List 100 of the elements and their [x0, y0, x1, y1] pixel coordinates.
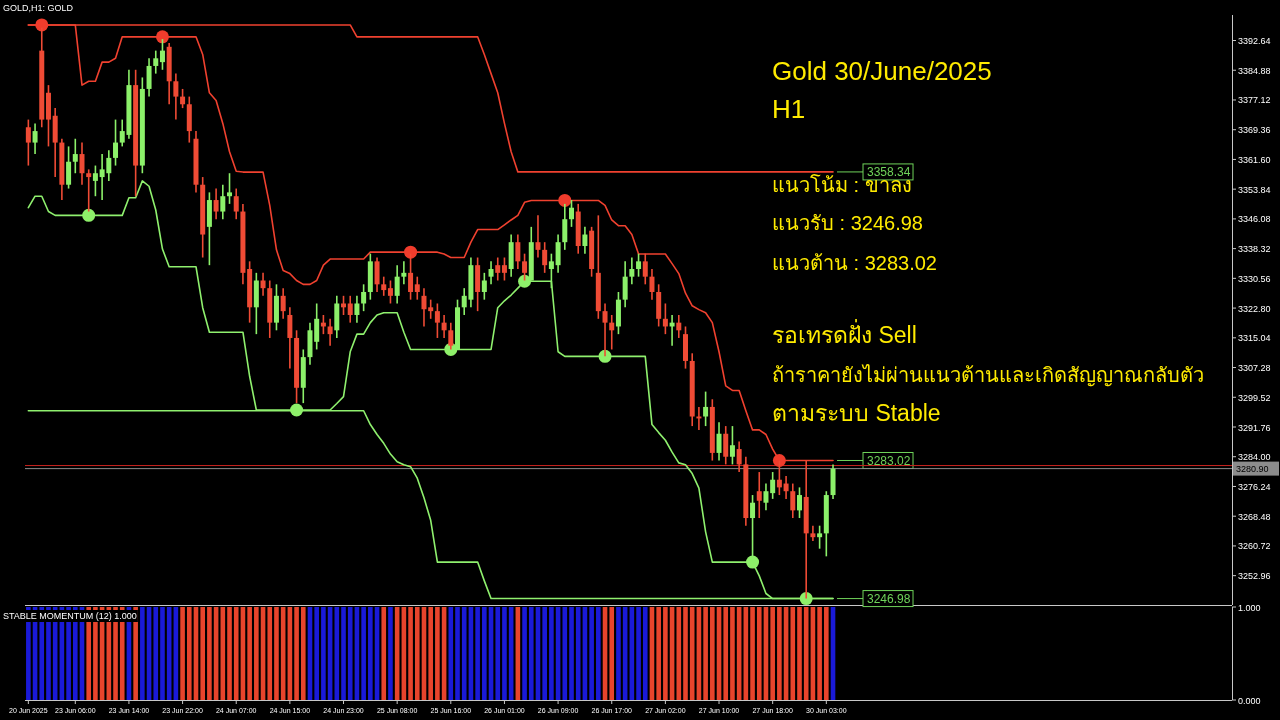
candlestick — [763, 482, 769, 512]
y-tick-label: 3315.04 — [1238, 333, 1271, 344]
candlestick — [32, 122, 38, 155]
candlestick — [662, 302, 668, 335]
candlestick — [153, 49, 159, 75]
candlestick — [481, 272, 487, 301]
point — [746, 555, 760, 569]
y-tick-label: 3369.36 — [1238, 125, 1271, 136]
y-tick-label: 3338.32 — [1238, 244, 1271, 255]
point — [82, 208, 96, 222]
point — [155, 30, 169, 44]
y-tick-label: 3284.00 — [1238, 452, 1271, 463]
candlestick — [783, 475, 789, 500]
candlestick — [602, 302, 608, 358]
candlestick — [66, 145, 72, 190]
candlestick — [790, 482, 796, 519]
candlestick — [421, 287, 427, 328]
candlestick — [817, 524, 823, 550]
annotation: แนวรับ : 3246.98 — [772, 212, 923, 234]
y-tick-label: 3330.56 — [1238, 273, 1271, 284]
candlestick — [515, 233, 521, 270]
candlestick — [287, 306, 293, 370]
candlestick — [408, 252, 414, 301]
ref-line-label: 3358.34 — [867, 165, 911, 180]
candlestick — [92, 164, 98, 198]
annotation: Gold 30/June/2025 — [772, 56, 992, 86]
candlestick — [441, 314, 447, 339]
y-tick-label: 3377.12 — [1238, 95, 1271, 106]
candlestick — [676, 314, 682, 339]
ref-line-label: 3283.02 — [867, 453, 911, 468]
candlestick — [401, 260, 407, 286]
candlestick — [703, 390, 709, 427]
point — [799, 592, 813, 606]
point — [558, 193, 572, 207]
point — [290, 403, 304, 417]
candlestick — [260, 272, 266, 297]
candlestick — [374, 256, 380, 293]
y-tick-label: 3361.60 — [1238, 154, 1271, 165]
candlestick — [414, 275, 420, 301]
candlestick — [522, 252, 528, 282]
candlestick — [622, 260, 628, 309]
chart-title: STABLE MOMENTUM (12) 1.000 — [3, 611, 137, 621]
y-tick-label: 3268.48 — [1238, 511, 1271, 522]
y-tick-label: 3260.72 — [1238, 541, 1271, 552]
candlestick — [280, 287, 286, 320]
point — [404, 245, 418, 259]
y-tick-label: 3346.08 — [1238, 214, 1271, 225]
y-tick-label: 3276.24 — [1238, 481, 1271, 492]
candlestick — [159, 38, 165, 71]
candlestick — [227, 172, 233, 205]
candlestick — [173, 72, 179, 121]
candlestick — [649, 268, 655, 301]
candlestick — [314, 302, 320, 351]
candlestick — [535, 214, 541, 259]
candlestick — [776, 459, 782, 496]
candlestick — [428, 298, 434, 320]
candlestick — [569, 199, 574, 228]
candlestick — [501, 256, 507, 282]
y-tick-label: 3322.80 — [1238, 303, 1271, 314]
candlestick — [72, 137, 78, 175]
candlestick — [488, 260, 494, 286]
candlestick — [79, 141, 85, 186]
candlestick — [327, 318, 333, 347]
candlestick — [716, 421, 722, 462]
candlestick — [347, 295, 353, 324]
y-tick-label: 3384.88 — [1238, 65, 1271, 76]
annotation: ตามระบบ Stable — [772, 400, 941, 426]
candlestick — [736, 440, 742, 473]
chart-title: GOLD,H1: GOLD — [3, 3, 74, 13]
candlestick — [180, 88, 186, 109]
candlestick — [361, 283, 367, 312]
candlestick — [233, 187, 239, 220]
candlestick — [146, 57, 152, 98]
candlestick — [495, 256, 501, 282]
candlestick — [542, 241, 548, 274]
ref-line-label: 3246.98 — [867, 592, 911, 607]
y-tick-label: 3299.52 — [1238, 392, 1271, 403]
y-tick-label: 0.000 — [1238, 695, 1261, 706]
annotation: H1 — [772, 94, 806, 124]
candlestick — [220, 183, 226, 220]
candlestick — [770, 471, 776, 500]
candlestick — [756, 471, 762, 519]
y-tick-label: 3291.76 — [1238, 422, 1271, 433]
candlestick — [609, 314, 615, 351]
point — [35, 18, 49, 32]
point — [518, 274, 532, 288]
y-tick-label: 3252.96 — [1238, 571, 1271, 582]
candlestick — [796, 486, 802, 519]
candlestick — [636, 252, 642, 278]
candlestick — [354, 295, 360, 324]
candlestick — [113, 118, 119, 167]
candlestick — [629, 256, 635, 286]
candlestick — [381, 275, 387, 297]
y-tick-label: 1.000 — [1238, 602, 1261, 613]
candlestick — [642, 252, 648, 286]
candlestick — [387, 279, 393, 305]
candlestick — [562, 203, 568, 251]
ref-line-label: 3280.90 — [1236, 464, 1269, 475]
annotation: แนวต้าน : 3283.02 — [772, 252, 937, 274]
candlestick — [582, 226, 588, 255]
